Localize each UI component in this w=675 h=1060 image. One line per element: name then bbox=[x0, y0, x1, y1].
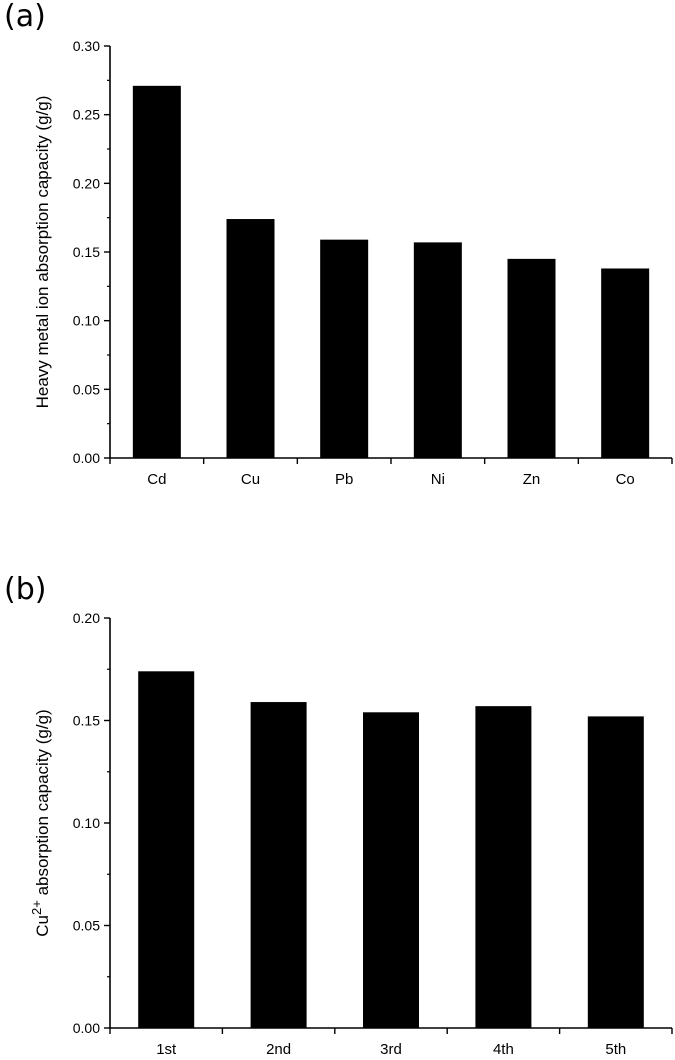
y-tick-label-a: 0.10 bbox=[73, 313, 100, 329]
x-tick-label-ni: Ni bbox=[431, 471, 445, 488]
bar-zn bbox=[507, 258, 556, 458]
x-tick-label-5th: 5th bbox=[605, 1041, 626, 1058]
y-tick-label-a: 0.20 bbox=[73, 175, 100, 191]
y-tick-label-a: 0.25 bbox=[73, 107, 100, 123]
y-axis-title-a: Heavy metal ion absorption capacity (g/g… bbox=[33, 96, 52, 409]
y-tick-label-a: 0.15 bbox=[73, 244, 100, 260]
y-axis-title-superscript: 2+ bbox=[29, 900, 44, 915]
bar-4th bbox=[475, 706, 532, 1028]
bar-pb bbox=[320, 239, 369, 458]
bar-ni bbox=[413, 242, 462, 458]
panel-label-a: (a) bbox=[4, 0, 46, 34]
x-tick-label-3rd: 3rd bbox=[380, 1041, 402, 1058]
x-tick-label-1st: 1st bbox=[156, 1041, 177, 1058]
bar-cd bbox=[132, 85, 181, 459]
x-tick-label-4th: 4th bbox=[493, 1041, 514, 1058]
bar-2nd bbox=[250, 702, 307, 1028]
y-axis-title-b: Cu2+ absorption capacity (g/g) bbox=[29, 709, 52, 936]
y-axis-title-rest: absorption capacity (g/g) bbox=[33, 709, 52, 900]
bar-3rd bbox=[363, 712, 419, 1028]
bar-5th bbox=[587, 716, 644, 1028]
bar-1st bbox=[138, 671, 195, 1028]
y-axis-title-base: Cu bbox=[33, 915, 52, 937]
y-tick-label-b: 0.05 bbox=[73, 918, 100, 934]
bar-co bbox=[601, 268, 650, 458]
panel-label-b: (b) bbox=[4, 572, 47, 607]
x-tick-label-zn: Zn bbox=[523, 471, 541, 488]
x-tick-label-cu: Cu bbox=[241, 471, 260, 488]
x-tick-label-co: Co bbox=[616, 471, 635, 488]
x-tick-label-2nd: 2nd bbox=[266, 1041, 291, 1058]
y-tick-label-b: 0.20 bbox=[73, 610, 100, 626]
x-tick-label-cd: Cd bbox=[147, 471, 166, 488]
y-tick-label-b: 0.15 bbox=[73, 713, 100, 729]
chart-a: 0.00 0.05 0.10 0.15 0.20 0.25 0.30 Cd Cu Pb Ni Zn Co… bbox=[33, 38, 673, 488]
bar-cu bbox=[226, 219, 275, 458]
y-tick-label-b: 0.10 bbox=[73, 815, 100, 831]
x-tick-label-pb: Pb bbox=[335, 471, 353, 488]
y-tick-label-b: 0.00 bbox=[73, 1020, 100, 1036]
y-tick-label-a: 0.00 bbox=[73, 450, 100, 466]
y-tick-label-a: 0.05 bbox=[73, 381, 100, 397]
y-tick-label-a: 0.30 bbox=[73, 38, 100, 54]
